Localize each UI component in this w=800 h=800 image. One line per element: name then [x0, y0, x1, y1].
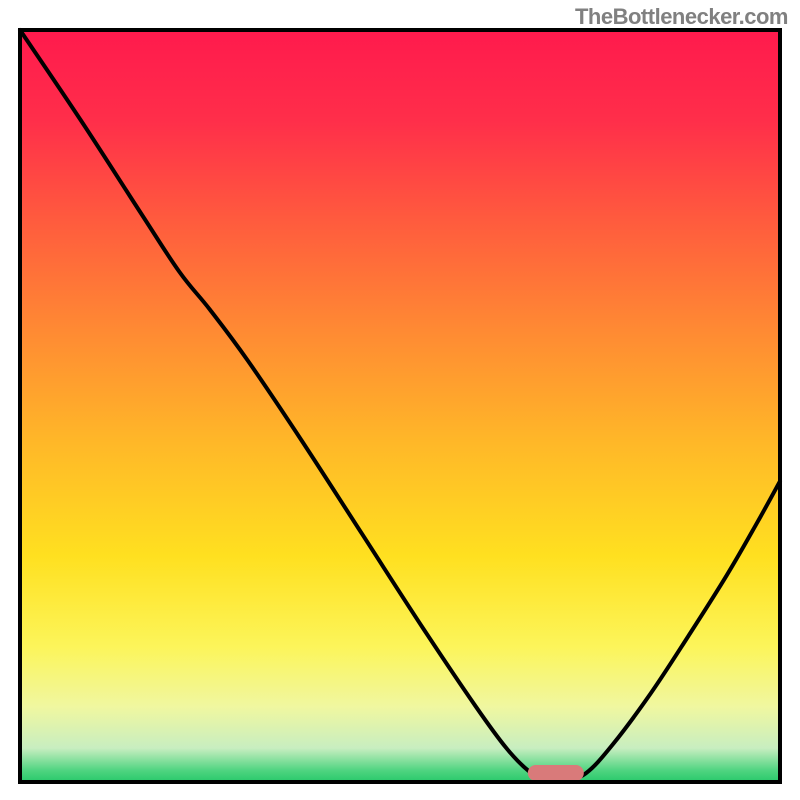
bottleneck-chart: [0, 0, 800, 800]
optimal-marker: [528, 765, 584, 781]
chart-container: TheBottlenecker.com: [0, 0, 800, 800]
watermark-text: TheBottlenecker.com: [575, 4, 788, 30]
